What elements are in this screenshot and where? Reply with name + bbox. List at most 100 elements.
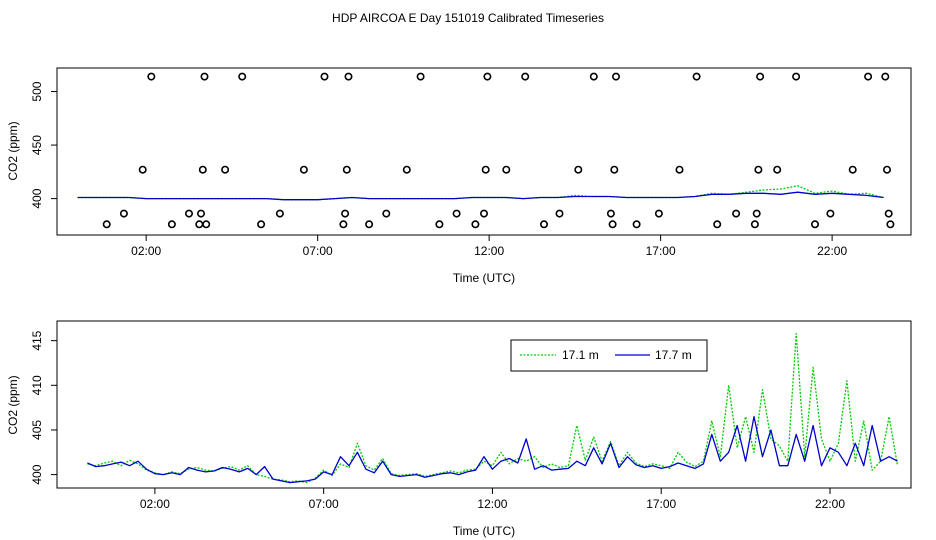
top-x-tick-label-4: 22:00 — [817, 244, 847, 258]
top-marker-28 — [479, 209, 488, 218]
top-marker-39 — [610, 165, 619, 174]
top-plot-frame — [56, 67, 912, 236]
legend-label-17-7m: 17.7 m — [655, 348, 692, 362]
top-marker-13 — [257, 220, 266, 229]
bottom-plot-frame — [56, 320, 912, 489]
top-marker-16 — [320, 72, 329, 81]
top-series-lines — [77, 185, 884, 201]
top-marker-60 — [886, 220, 895, 229]
top-x-tick-label-0: 02:00 — [131, 244, 161, 258]
top-marker-30 — [483, 72, 492, 81]
top-marker-18 — [341, 209, 350, 218]
top-marker-29 — [481, 165, 490, 174]
top-y-axis: 400 450 500 — [30, 81, 57, 209]
top-marker-45 — [713, 220, 722, 229]
top-x-axis-label: Time (UTC) — [453, 271, 515, 285]
top-marker-54 — [826, 209, 835, 218]
top-marker-40 — [611, 72, 620, 81]
top-marker-4 — [167, 220, 176, 229]
top-marker-41 — [632, 220, 641, 229]
top-marker-46 — [732, 209, 741, 218]
top-marker-37 — [606, 209, 615, 218]
top-marker-34 — [555, 209, 564, 218]
bottom-x-tick-label-2: 12:00 — [477, 497, 507, 511]
top-marker-48 — [752, 209, 761, 218]
top-marker-2 — [138, 165, 147, 174]
top-marker-22 — [382, 209, 391, 218]
top-marker-20 — [344, 72, 353, 81]
top-marker-21 — [365, 220, 374, 229]
bottom-series-line-17-7-m — [87, 415, 898, 484]
top-marker-19 — [342, 165, 351, 174]
bottom-x-tick-label-4: 22:00 — [815, 497, 845, 511]
top-marker-32 — [521, 72, 530, 81]
top-marker-31 — [502, 165, 511, 174]
top-marker-49 — [754, 165, 763, 174]
top-marker-36 — [589, 72, 598, 81]
top-marker-7 — [197, 209, 206, 218]
top-marker-3 — [147, 72, 156, 81]
top-marker-35 — [574, 165, 583, 174]
top-marker-57 — [881, 72, 890, 81]
top-marker-56 — [864, 72, 873, 81]
top-marker-51 — [773, 165, 782, 174]
top-x-axis: 02:00 07:00 12:00 17:00 22:00 — [131, 235, 847, 258]
top-marker-9 — [200, 72, 209, 81]
top-marker-8 — [198, 165, 207, 174]
top-marker-25 — [435, 220, 444, 229]
figure-title: HDP AIRCOA E Day 151019 Calibrated Times… — [332, 11, 604, 25]
bottom-panel: 02:00 07:00 12:00 17:00 22:00 400 405 410 415 T… — [6, 320, 912, 538]
legend: 17.1 m 17.7 m — [510, 339, 708, 372]
bottom-y-tick-label-0: 400 — [30, 464, 44, 484]
top-marker-58 — [882, 165, 891, 174]
legend-label-17-1m: 17.1 m — [562, 348, 599, 362]
bottom-y-axis-label: CO2 (ppm) — [6, 375, 20, 434]
top-marker-47 — [750, 220, 759, 229]
top-panel: 02:00 07:00 12:00 17:00 22:00 400 450 500 Time… — [6, 67, 912, 285]
top-marker-11 — [221, 165, 230, 174]
top-x-tick-label-2: 12:00 — [474, 244, 504, 258]
top-marker-33 — [539, 220, 548, 229]
top-x-tick-label-1: 07:00 — [303, 244, 333, 258]
top-marker-12 — [238, 72, 247, 81]
bottom-series-lines — [87, 332, 899, 484]
bottom-series-line-17-1-m — [87, 332, 899, 484]
top-marker-44 — [692, 72, 701, 81]
top-y-axis-label: CO2 (ppm) — [6, 121, 20, 180]
bottom-y-tick-label-1: 405 — [30, 420, 44, 440]
top-marker-14 — [275, 209, 284, 218]
top-marker-53 — [810, 220, 819, 229]
top-marker-24 — [416, 72, 425, 81]
legend-box — [510, 339, 708, 372]
bottom-x-axis-label: Time (UTC) — [453, 524, 515, 538]
top-series-line-17-7-m — [77, 191, 884, 201]
bottom-x-tick-label-3: 17:00 — [646, 497, 676, 511]
top-y-tick-label-1: 450 — [30, 135, 44, 155]
top-marker-23 — [402, 165, 411, 174]
top-marker-42 — [654, 209, 663, 218]
top-marker-1 — [119, 209, 128, 218]
top-marker-38 — [608, 220, 617, 229]
top-marker-50 — [756, 72, 765, 81]
top-marker-43 — [675, 165, 684, 174]
bottom-y-tick-label-2: 410 — [30, 375, 44, 395]
top-marker-27 — [471, 220, 480, 229]
top-marker-10 — [202, 220, 211, 229]
top-marker-5 — [185, 209, 194, 218]
top-marker-59 — [884, 209, 893, 218]
top-marker-0 — [102, 220, 111, 229]
top-marker-15 — [299, 165, 308, 174]
top-markers — [102, 72, 895, 229]
top-marker-52 — [792, 72, 801, 81]
top-x-tick-label-3: 17:00 — [646, 244, 676, 258]
top-marker-17 — [339, 220, 348, 229]
bottom-y-tick-label-3: 415 — [30, 330, 44, 350]
bottom-y-axis: 400 405 410 415 — [30, 330, 57, 485]
bottom-x-tick-label-0: 02:00 — [140, 497, 170, 511]
bottom-x-tick-label-1: 07:00 — [309, 497, 339, 511]
top-marker-55 — [848, 165, 857, 174]
top-marker-26 — [452, 209, 461, 218]
bottom-x-axis: 02:00 07:00 12:00 17:00 22:00 — [140, 488, 845, 511]
